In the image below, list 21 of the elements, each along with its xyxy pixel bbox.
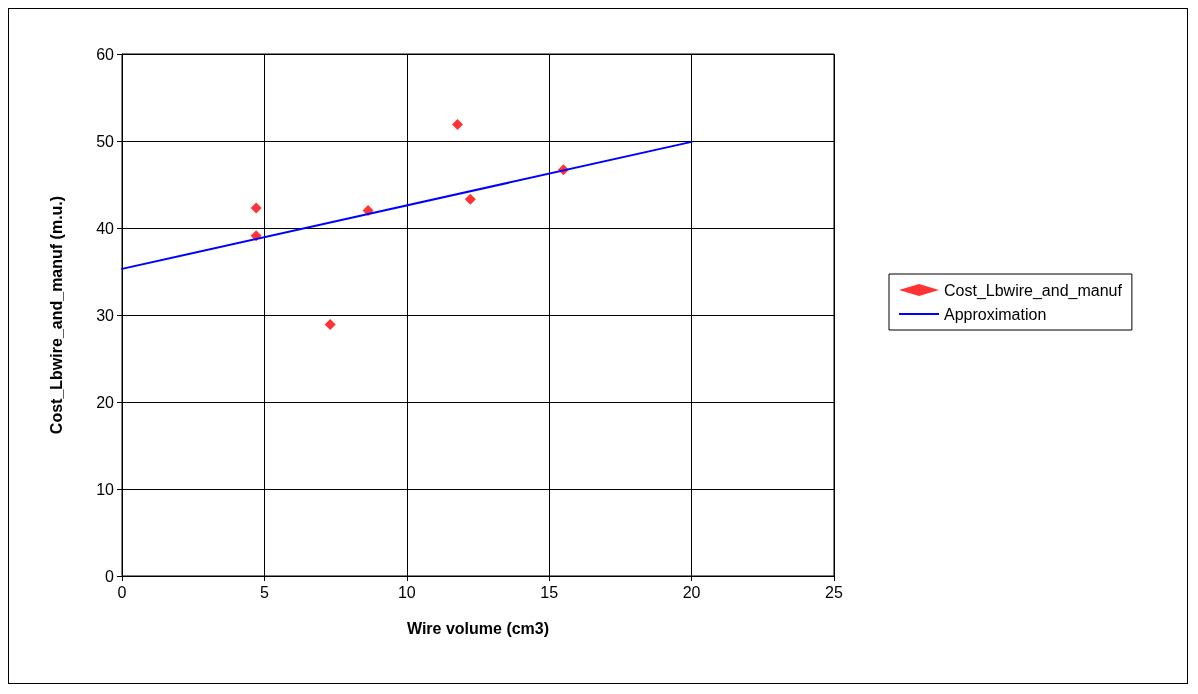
- point: [250, 202, 262, 214]
- x-tick-label: 15: [540, 583, 559, 601]
- point: [324, 319, 336, 331]
- point: [451, 118, 463, 130]
- x-tick-label: 10: [397, 583, 416, 601]
- x-tick-label: 25: [825, 583, 843, 601]
- legend-label: Approximation: [944, 305, 1047, 323]
- x-tick-label: 20: [682, 583, 701, 601]
- y-axis-title: Cost_Lbwire_and_manuf (m.u.): [47, 195, 65, 435]
- y-tick-label: 60: [96, 45, 115, 63]
- legend-label: Cost_Lbwire_and_manuf: [944, 281, 1123, 300]
- x-tick-label: 5: [259, 583, 269, 601]
- y-tick-label: 20: [96, 393, 115, 411]
- y-tick-label: 50: [96, 132, 115, 150]
- y-tick-label: 0: [105, 567, 115, 585]
- y-tick-label: 40: [96, 219, 115, 237]
- y-tick-label: 30: [96, 306, 115, 324]
- x-tick-label: 0: [117, 583, 127, 601]
- y-tick-label: 10: [96, 480, 115, 498]
- point: [464, 193, 476, 205]
- x-axis-title: Wire volume (cm3): [406, 619, 550, 637]
